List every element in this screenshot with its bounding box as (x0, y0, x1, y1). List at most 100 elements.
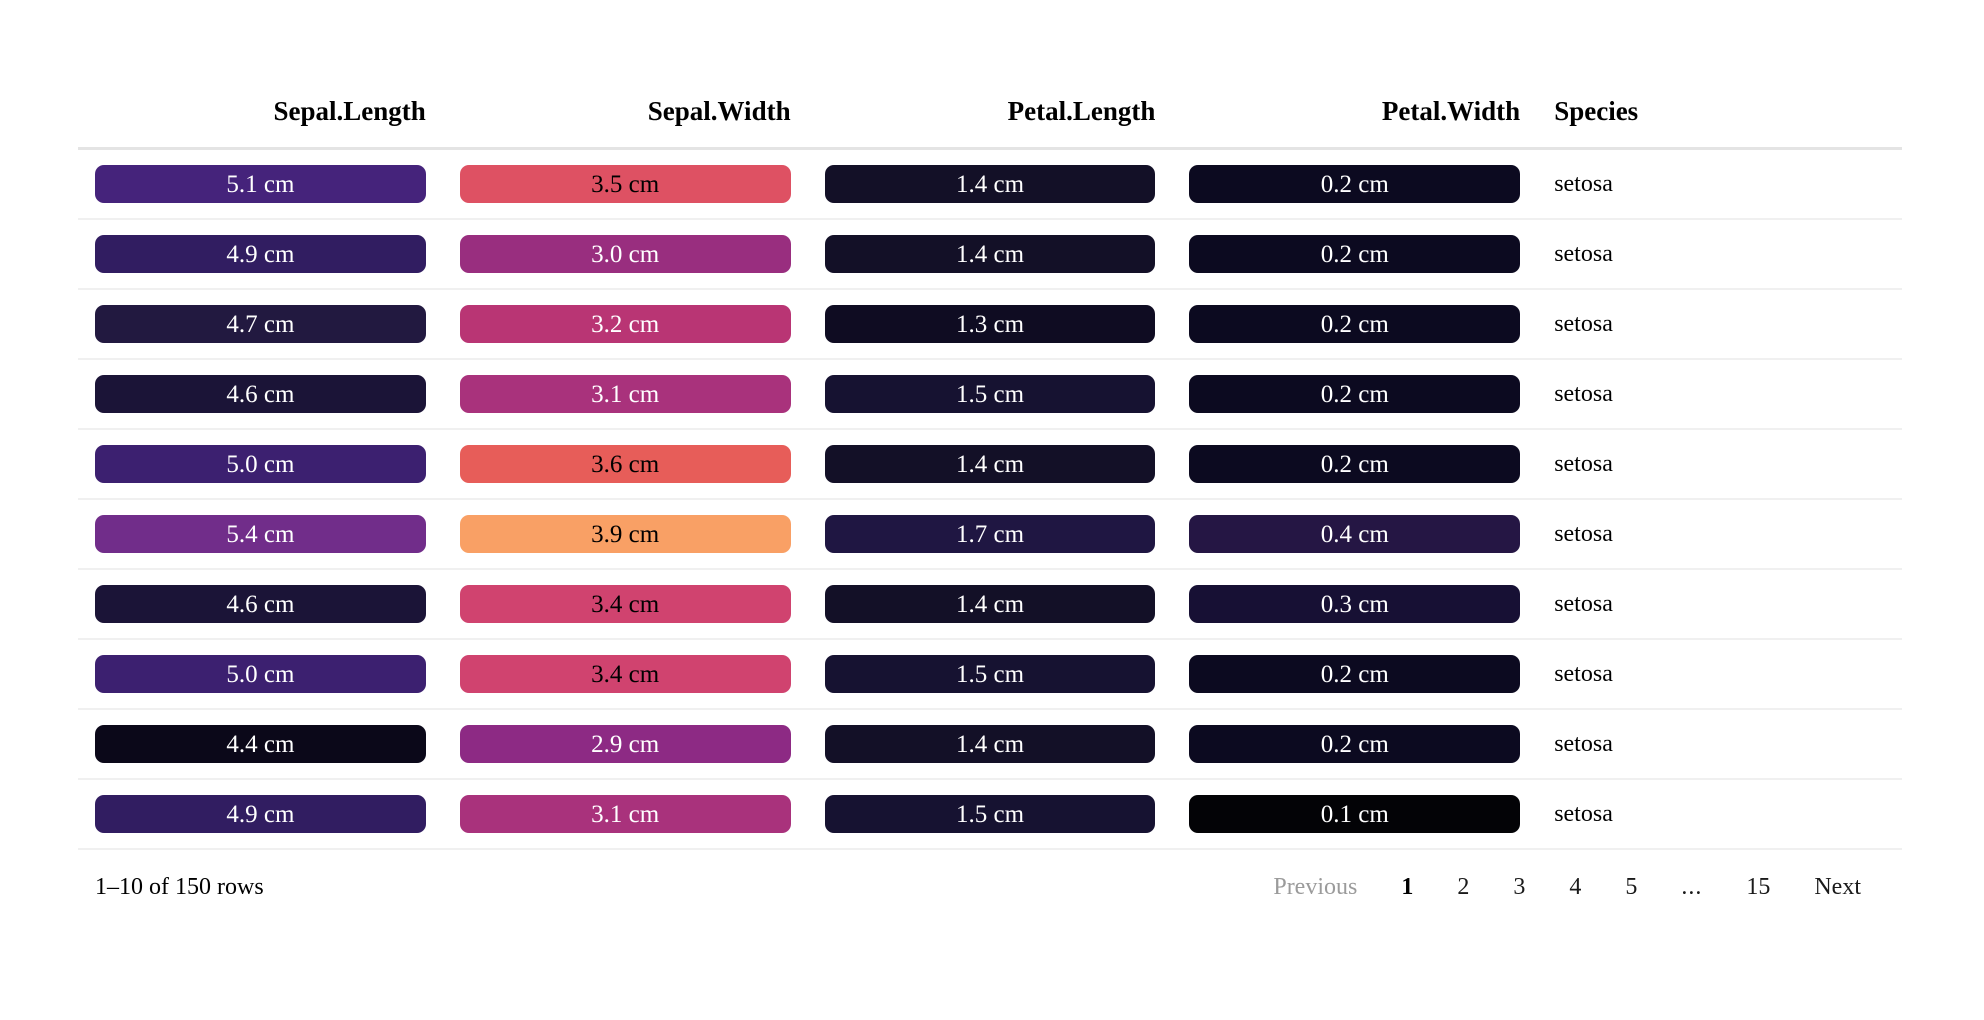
page-info: 1–10 of 150 rows (95, 874, 264, 900)
species-cell: setosa (1537, 360, 1902, 428)
page-button-1[interactable]: 1 (1401, 874, 1414, 900)
petal-width-cell: 0.2 cm (1172, 710, 1537, 778)
column-header-species[interactable]: Species (1554, 96, 1639, 126)
column-header-sepal-width[interactable]: Sepal.Width (647, 96, 791, 126)
table-row: 5.1 cm 3.5 cm 1.4 cm 0.2 cm setosa (78, 150, 1902, 220)
sepal-width-cell: 3.4 cm (443, 570, 808, 638)
sepal-length-cell: 4.6 cm (78, 570, 443, 638)
sepal-width-value-pill: 3.4 cm (459, 655, 791, 693)
petal-width-value-pill: 0.1 cm (1189, 795, 1521, 833)
species-cell: setosa (1537, 710, 1902, 778)
previous-page-button[interactable]: Previous (1273, 874, 1358, 900)
sepal-length-cell: 4.9 cm (78, 220, 443, 288)
petal-length-cell: 1.5 cm (808, 360, 1173, 428)
table-row: 4.7 cm 3.2 cm 1.3 cm 0.2 cm setosa (78, 290, 1902, 360)
petal-width-value-pill: 0.2 cm (1189, 165, 1521, 203)
petal-width-cell: 0.2 cm (1172, 220, 1537, 288)
sepal-width-value-pill: 3.1 cm (459, 375, 791, 413)
sepal-width-cell: 3.1 cm (443, 780, 808, 848)
sepal-width-value-pill: 3.2 cm (459, 305, 791, 343)
petal-width-value-pill: 0.3 cm (1189, 585, 1521, 623)
table-row: 4.4 cm 2.9 cm 1.4 cm 0.2 cm setosa (78, 710, 1902, 780)
sepal-width-value-pill: 3.4 cm (459, 585, 791, 623)
petal-width-value-pill: 0.2 cm (1189, 655, 1521, 693)
petal-length-cell: 1.4 cm (808, 430, 1173, 498)
species-value: setosa (1554, 310, 1613, 337)
page-button-3[interactable]: 3 (1513, 874, 1526, 900)
sepal-length-cell: 4.9 cm (78, 780, 443, 848)
page-button-2[interactable]: 2 (1457, 874, 1470, 900)
species-value: setosa (1554, 380, 1613, 407)
petal-width-cell: 0.2 cm (1172, 150, 1537, 218)
next-page-button[interactable]: Next (1814, 874, 1861, 900)
sepal-width-value-pill: 3.0 cm (459, 235, 791, 273)
species-cell: setosa (1537, 150, 1902, 218)
table-row: 4.6 cm 3.1 cm 1.5 cm 0.2 cm setosa (78, 360, 1902, 430)
petal-width-value-pill: 0.2 cm (1189, 305, 1521, 343)
sepal-length-value-pill: 5.4 cm (95, 515, 426, 553)
page-button-5[interactable]: 5 (1625, 874, 1638, 900)
petal-length-value-pill: 1.4 cm (824, 235, 1156, 273)
petal-length-value-pill: 1.4 cm (824, 725, 1156, 763)
sepal-length-value-pill: 5.1 cm (95, 165, 426, 203)
species-value: setosa (1554, 800, 1613, 827)
sepal-width-cell: 3.2 cm (443, 290, 808, 358)
sepal-width-cell: 3.5 cm (443, 150, 808, 218)
sepal-length-cell: 5.4 cm (78, 500, 443, 568)
table-header-row: Sepal.Length Sepal.Width Petal.Length Pe… (78, 0, 1902, 150)
species-cell: setosa (1537, 500, 1902, 568)
sepal-length-cell: 4.4 cm (78, 710, 443, 778)
table-row: 5.4 cm 3.9 cm 1.7 cm 0.4 cm setosa (78, 500, 1902, 570)
petal-length-cell: 1.5 cm (808, 640, 1173, 708)
petal-width-cell: 0.1 cm (1172, 780, 1537, 848)
petal-width-cell: 0.2 cm (1172, 640, 1537, 708)
sepal-length-cell: 5.0 cm (78, 430, 443, 498)
sepal-length-cell: 4.7 cm (78, 290, 443, 358)
petal-length-value-pill: 1.3 cm (824, 305, 1156, 343)
sepal-width-cell: 3.6 cm (443, 430, 808, 498)
column-header-sepal-length[interactable]: Sepal.Length (273, 96, 426, 126)
species-value: setosa (1554, 730, 1613, 757)
table-footer: 1–10 of 150 rows Previous 1 2 3 4 5... 15 Nex… (78, 874, 1902, 901)
sepal-width-cell: 2.9 cm (443, 710, 808, 778)
page-button-15[interactable]: 15 (1746, 874, 1771, 900)
sepal-length-value-pill: 4.9 cm (95, 235, 426, 273)
column-header-petal-width[interactable]: Petal.Width (1381, 96, 1521, 126)
species-value: setosa (1554, 240, 1613, 267)
petal-length-cell: 1.7 cm (808, 500, 1173, 568)
sepal-width-value-pill: 3.6 cm (459, 445, 791, 483)
column-header-petal-length[interactable]: Petal.Length (1007, 96, 1156, 126)
species-cell: setosa (1537, 780, 1902, 848)
page-button-4[interactable]: 4 (1569, 874, 1582, 900)
species-cell: setosa (1537, 640, 1902, 708)
petal-length-cell: 1.4 cm (808, 710, 1173, 778)
petal-width-value-pill: 0.2 cm (1189, 725, 1521, 763)
petal-width-value-pill: 0.2 cm (1189, 375, 1521, 413)
sepal-width-cell: 3.4 cm (443, 640, 808, 708)
petal-length-value-pill: 1.4 cm (824, 445, 1156, 483)
petal-length-value-pill: 1.7 cm (824, 515, 1156, 553)
species-value: setosa (1554, 660, 1613, 687)
petal-width-cell: 0.3 cm (1172, 570, 1537, 638)
species-value: setosa (1554, 450, 1613, 477)
sepal-width-value-pill: 3.9 cm (459, 515, 791, 553)
table-row: 5.0 cm 3.6 cm 1.4 cm 0.2 cm setosa (78, 430, 1902, 500)
table-row: 4.9 cm 3.0 cm 1.4 cm 0.2 cm setosa (78, 220, 1902, 290)
petal-width-cell: 0.4 cm (1172, 500, 1537, 568)
pagination: Previous 1 2 3 4 5... 15 Next (1273, 874, 1861, 901)
petal-width-value-pill: 0.2 cm (1189, 445, 1521, 483)
sepal-width-value-pill: 3.5 cm (459, 165, 791, 203)
species-cell: setosa (1537, 220, 1902, 288)
sepal-length-cell: 5.0 cm (78, 640, 443, 708)
pagination-ellipsis: ... (1681, 874, 1703, 900)
table-row: 4.6 cm 3.4 cm 1.4 cm 0.3 cm setosa (78, 570, 1902, 640)
table-row: 4.9 cm 3.1 cm 1.5 cm 0.1 cm setosa (78, 780, 1902, 850)
petal-width-value-pill: 0.2 cm (1189, 235, 1521, 273)
petal-length-cell: 1.3 cm (808, 290, 1173, 358)
petal-width-cell: 0.2 cm (1172, 360, 1537, 428)
sepal-width-cell: 3.9 cm (443, 500, 808, 568)
table-body: 5.1 cm 3.5 cm 1.4 cm 0.2 cm setosa 4.9 cm 3.0 … (78, 150, 1902, 850)
sepal-length-cell: 4.6 cm (78, 360, 443, 428)
petal-length-cell: 1.4 cm (808, 570, 1173, 638)
sepal-length-value-pill: 5.0 cm (95, 445, 426, 483)
